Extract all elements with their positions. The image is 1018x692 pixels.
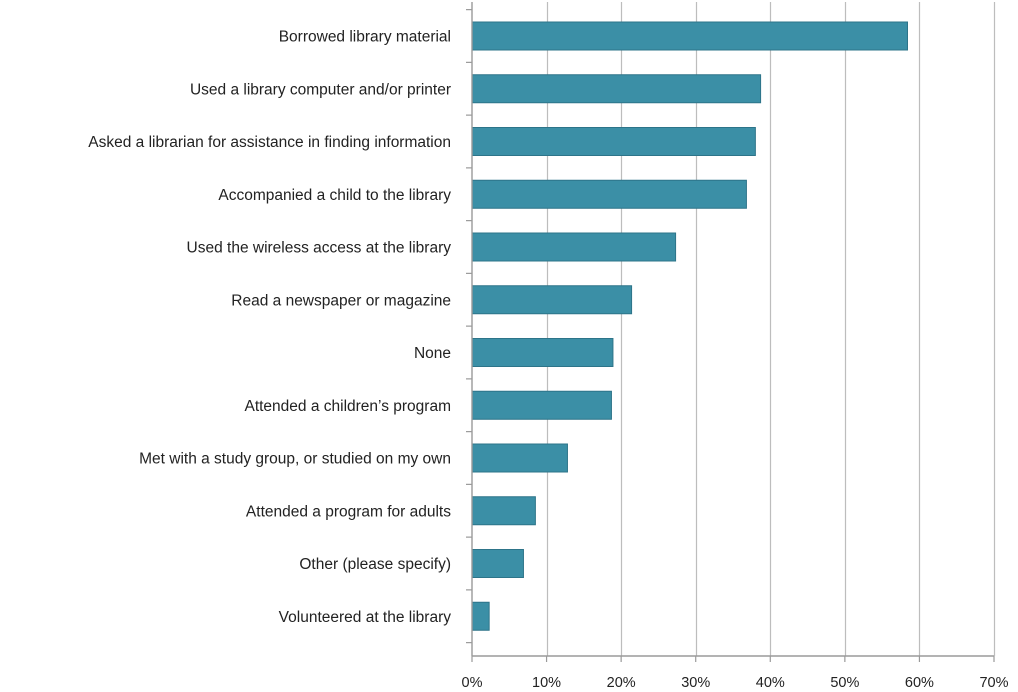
bars: [471, 21, 908, 631]
category-label: Met with a study group, or studied on my…: [139, 451, 451, 468]
x-tick-label: 40%: [756, 675, 785, 691]
x-tick-label: 50%: [830, 675, 859, 691]
category-label: Used a library computer and/or printer: [190, 81, 451, 98]
bar: [471, 443, 568, 473]
category-label: Asked a librarian for assistance in find…: [88, 134, 451, 151]
bar: [471, 127, 756, 156]
bar: [471, 285, 633, 315]
bar: [471, 601, 490, 631]
bar: [471, 74, 762, 104]
x-tick-labels: 0% 10% 20% 30% 40% 50% 60% 70%: [462, 675, 1009, 691]
category-label: Accompanied a child to the library: [218, 187, 451, 204]
gridlines: [546, 2, 996, 656]
category-label: Other (please specify): [299, 556, 451, 573]
x-tick-label: 0%: [462, 675, 483, 691]
category-label: Borrowed library material: [279, 29, 451, 46]
bar: [471, 549, 524, 578]
x-tick-label: 70%: [979, 675, 1008, 691]
category-labels: Borrowed library material Used a library …: [88, 29, 451, 626]
bar: [471, 179, 747, 209]
bar: [471, 232, 677, 262]
x-tick-label: 10%: [532, 675, 561, 691]
category-label: Attended a children’s program: [244, 398, 451, 415]
category-label: Used the wireless access at the library: [187, 240, 452, 257]
x-tick-label: 60%: [905, 675, 934, 691]
bar: [471, 390, 612, 420]
category-label: Attended a program for adults: [246, 503, 451, 520]
x-tick-label: 20%: [607, 675, 636, 691]
x-tick-label: 30%: [681, 675, 710, 691]
bar: [471, 21, 908, 51]
bar: [471, 496, 536, 526]
axes: [466, 2, 995, 662]
category-label: None: [414, 345, 451, 362]
bar: [471, 338, 614, 367]
category-label: Read a newspaper or magazine: [231, 292, 451, 309]
category-label: Volunteered at the library: [279, 609, 452, 626]
